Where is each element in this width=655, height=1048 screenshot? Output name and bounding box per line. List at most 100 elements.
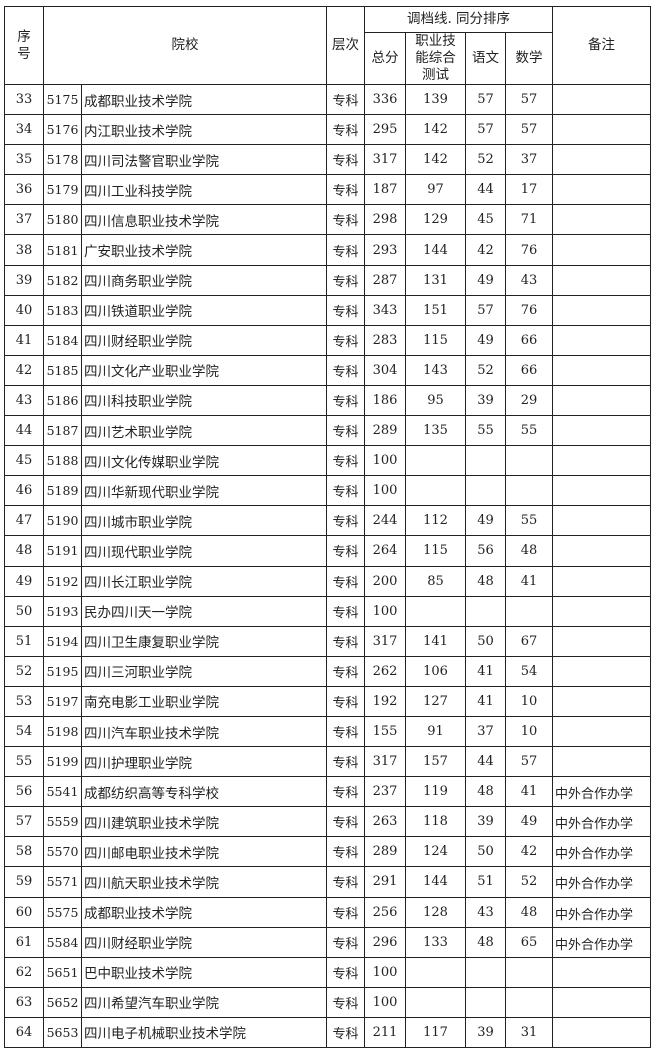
cell-code: 5186 <box>43 384 82 417</box>
table-row: 37 5180 四川信息职业技术学院 专科 298 129 45 71 <box>4 204 652 236</box>
cell-note <box>552 595 652 627</box>
cell-seq: 52 <box>4 655 44 687</box>
cell-note <box>552 685 652 717</box>
cell-skill: 115 <box>405 535 466 567</box>
cell-level: 专科 <box>326 986 365 1018</box>
cell-name: 四川财经职业学院 <box>81 324 327 356</box>
cell-chinese: 48 <box>465 776 506 808</box>
cell-note <box>552 294 652 326</box>
cell-name: 成都纺织高等专科学校 <box>81 776 327 808</box>
cell-chinese: 37 <box>465 715 506 748</box>
cell-level: 专科 <box>326 264 365 296</box>
header-skill: 职业技能综合测试 <box>405 32 466 85</box>
cell-name: 四川财经职业学院 <box>81 926 327 958</box>
cell-seq: 53 <box>4 685 44 717</box>
cell-skill <box>405 595 466 627</box>
cell-name: 四川科技职业学院 <box>81 384 327 417</box>
cell-level: 专科 <box>326 866 365 898</box>
cell-name: 民办四川天一学院 <box>81 595 327 627</box>
cell-math: 54 <box>504 655 554 687</box>
cell-chinese: 48 <box>465 926 506 958</box>
cell-name: 四川艺术职业学院 <box>81 415 327 447</box>
table-row: 34 5176 内江职业技术学院 专科 295 142 57 57 <box>4 114 652 146</box>
cell-name: 四川汽车职业技术学院 <box>81 715 327 748</box>
cell-total: 336 <box>364 83 406 116</box>
cell-level: 专科 <box>326 715 365 748</box>
cell-note <box>552 445 652 477</box>
cell-total: 211 <box>364 1016 406 1048</box>
table-row: 61 5584 四川财经职业学院 专科 296 133 48 65 中外合作办学 <box>4 926 652 958</box>
cell-seq: 35 <box>4 144 44 176</box>
cell-skill: 119 <box>405 776 466 808</box>
cell-note <box>552 746 652 778</box>
cell-name: 成都职业技术学院 <box>81 896 327 928</box>
cell-skill <box>405 445 466 477</box>
cell-code: 5188 <box>43 445 82 477</box>
cell-code: 5176 <box>43 114 82 146</box>
cell-total: 200 <box>364 565 406 597</box>
cell-math: 29 <box>504 384 554 417</box>
cell-name: 四川铁道职业学院 <box>81 294 327 326</box>
table-row: 56 5541 成都纺织高等专科学校 专科 237 119 48 41 中外合作办学 <box>4 776 652 808</box>
cell-code: 5571 <box>43 866 82 898</box>
cell-code: 5584 <box>43 926 82 958</box>
cell-seq: 63 <box>4 986 44 1018</box>
cell-skill: 124 <box>405 836 466 868</box>
cell-note: 中外合作办学 <box>552 896 652 928</box>
cell-seq: 59 <box>4 866 44 898</box>
cell-math: 10 <box>504 715 554 748</box>
cell-seq: 36 <box>4 174 44 206</box>
cell-note <box>552 986 652 1018</box>
cell-name: 内江职业技术学院 <box>81 114 327 146</box>
header-note: 备注 <box>552 6 652 85</box>
cell-skill: 106 <box>405 655 466 687</box>
cell-name: 四川文化传媒职业学院 <box>81 445 327 477</box>
cell-total: 244 <box>364 505 406 537</box>
cell-note <box>552 505 652 537</box>
cell-total: 317 <box>364 144 406 176</box>
cell-skill: 112 <box>405 505 466 537</box>
cell-code: 5189 <box>43 475 82 507</box>
cell-math: 43 <box>504 264 554 296</box>
cell-skill: 143 <box>405 354 466 386</box>
cell-level: 专科 <box>326 595 365 627</box>
table-row: 41 5184 四川财经职业学院 专科 283 115 49 66 <box>4 324 652 356</box>
cell-level: 专科 <box>326 746 365 778</box>
table-row: 49 5192 四川长江职业学院 专科 200 85 48 41 <box>4 565 652 597</box>
cell-chinese: 41 <box>465 655 506 687</box>
cell-skill: 157 <box>405 746 466 778</box>
table-row: 38 5181 广安职业技术学院 专科 293 144 42 76 <box>4 234 652 266</box>
cell-level: 专科 <box>326 806 365 838</box>
cell-total: 100 <box>364 956 406 988</box>
cell-seq: 46 <box>4 475 44 507</box>
table-row: 64 5653 四川电子机械职业技术学院 专科 211 117 39 31 <box>4 1016 652 1048</box>
cell-note <box>552 715 652 748</box>
cell-math: 66 <box>504 324 554 356</box>
cell-name: 四川电子机械职业技术学院 <box>81 1016 327 1048</box>
cell-skill: 142 <box>405 144 466 176</box>
cell-seq: 49 <box>4 565 44 597</box>
cell-total: 296 <box>364 926 406 958</box>
table-row: 63 5652 四川希望汽车职业学院 专科 100 <box>4 986 652 1018</box>
header-group: 调档线. 同分排序 <box>363 6 554 33</box>
cell-seq: 45 <box>4 445 44 477</box>
cell-seq: 47 <box>4 505 44 537</box>
cell-chinese: 50 <box>465 836 506 868</box>
table-row: 60 5575 成都职业技术学院 专科 256 128 43 48 中外合作办学 <box>4 896 652 928</box>
cell-total: 187 <box>364 174 406 206</box>
cell-total: 289 <box>364 415 406 447</box>
cell-total: 343 <box>364 294 406 326</box>
cell-name: 四川信息职业技术学院 <box>81 204 327 236</box>
cell-total: 295 <box>364 114 406 146</box>
cell-math: 71 <box>504 204 554 236</box>
cell-level: 专科 <box>326 685 365 717</box>
cell-code: 5653 <box>43 1016 82 1048</box>
cell-total: 100 <box>364 445 406 477</box>
cell-total: 298 <box>364 204 406 236</box>
cell-seq: 34 <box>4 114 44 146</box>
cell-note <box>552 956 652 988</box>
cell-math <box>504 986 554 1018</box>
table-row: 45 5188 四川文化传媒职业学院 专科 100 <box>4 445 652 477</box>
cell-chinese: 43 <box>465 896 506 928</box>
cell-seq: 51 <box>4 625 44 657</box>
